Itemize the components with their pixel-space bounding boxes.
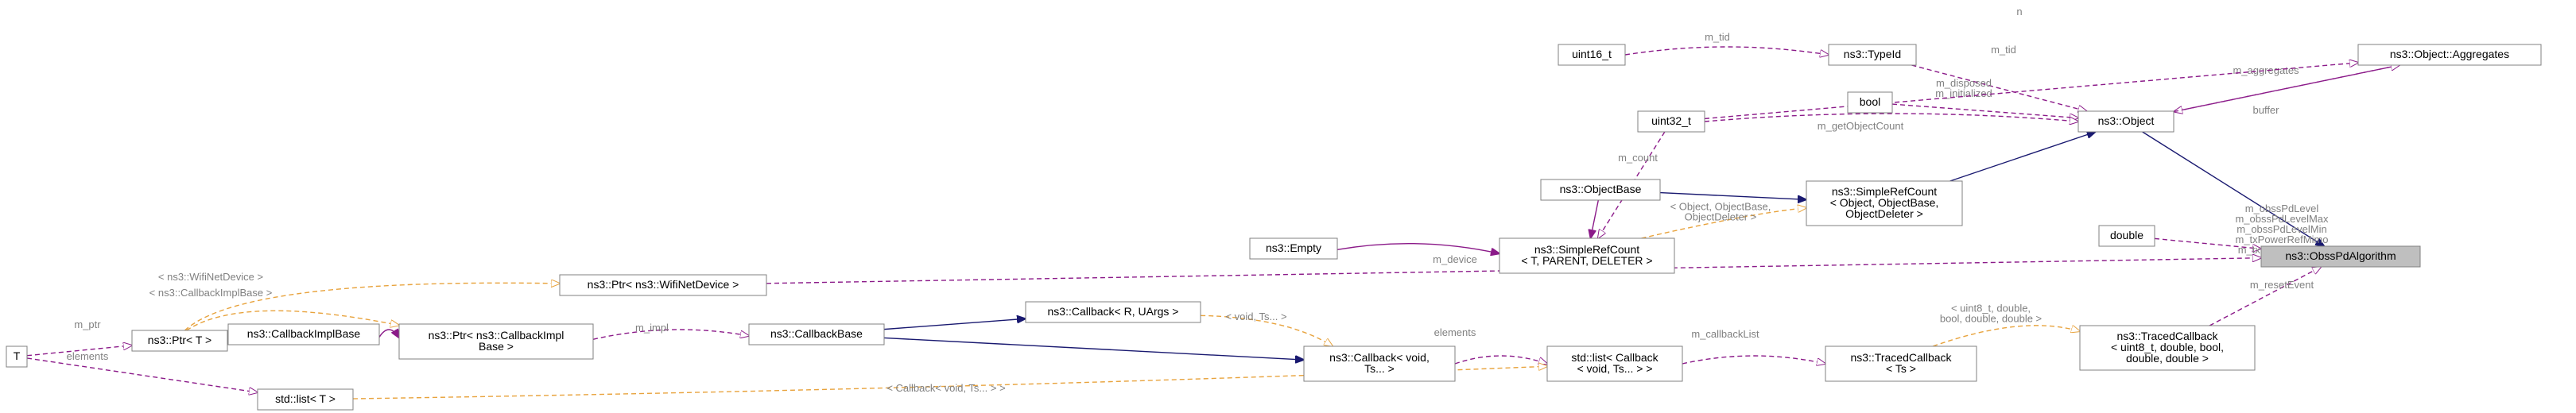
- nodes-layer: ns3::ObssPdAlgorithm ns3::Object::Aggrega…: [6, 44, 2541, 410]
- edge-ptr_cbimpl-cbbase: [593, 330, 749, 339]
- edge-src_t-object: [1950, 132, 2096, 181]
- node-list_cb[interactable]: std::list< Callback< void, Ts... > >: [1547, 346, 1682, 381]
- node-label-aggregates: ns3::Object::Aggregates: [2390, 48, 2509, 60]
- node-label-T: T: [14, 349, 21, 362]
- edge-label-tc_spec-obsspd: m_resetEvent: [2250, 279, 2314, 291]
- node-label-double: double: [2110, 229, 2143, 241]
- edge-label-T-ptrT: m_ptr: [74, 318, 101, 330]
- edge-uint16-typeid: [1625, 47, 1829, 55]
- edge-label-aggregates-object: m_aggregates: [2233, 64, 2299, 76]
- edge-label-bool-object: m_disposedm_initialized: [1935, 77, 1992, 99]
- edge-label-uint32-aggregates: n: [2016, 6, 2022, 17]
- node-ptr_cbimpl[interactable]: ns3::Ptr< ns3::CallbackImplBase >: [399, 324, 593, 359]
- node-src_t[interactable]: ns3::SimpleRefCount< Object, ObjectBase,…: [1806, 181, 1962, 226]
- edge-cbimplbase-ptr_cbimpl: [379, 330, 399, 338]
- class-diagram: m_aggregatesbuffer m_tid m_tid m_disposedm_…: [0, 0, 2576, 413]
- node-label-listT: std::list< T >: [275, 392, 336, 405]
- node-cbimplbase[interactable]: ns3::CallbackImplBase: [228, 324, 379, 345]
- node-cb_ru[interactable]: ns3::Callback< R, UArgs >: [1026, 302, 1201, 322]
- node-tc_spec[interactable]: ns3::TracedCallback< uint8_t, double, bo…: [2080, 326, 2255, 370]
- template-label-tmpl_voidts: < void, Ts... >: [1225, 311, 1286, 322]
- node-label-cbimplbase: ns3::CallbackImplBase: [247, 327, 361, 340]
- node-obsspd[interactable]: ns3::ObssPdAlgorithm: [2261, 246, 2420, 267]
- node-ptrT[interactable]: ns3::Ptr< T >: [132, 330, 227, 351]
- node-label-uint16: uint16_t: [1572, 48, 1612, 60]
- edge-label-ptr_cbimpl-cbbase: m_impl: [635, 322, 669, 334]
- node-cb_void[interactable]: ns3::Callback< void,Ts... >: [1304, 346, 1455, 381]
- edge-label-uint16-typeid: m_tid: [1705, 31, 1730, 43]
- edge-label-ptr_wifi-obsspd: m_device: [1433, 253, 1477, 265]
- edge-cbbase-cb_ru: [884, 318, 1026, 329]
- edge-empty-src_g: [1337, 244, 1499, 254]
- template-label-tmpl_u8: < uint8_t, double,bool, double, double >: [1940, 303, 2042, 325]
- node-double[interactable]: double: [2099, 226, 2155, 246]
- edge-label-uint32-src_g: m_count: [1618, 152, 1658, 164]
- node-label-src_g: ns3::SimpleRefCount< T, PARENT, DELETER …: [1521, 243, 1652, 267]
- node-label-typeid: ns3::TypeId: [1844, 48, 1901, 60]
- edge-cb_void-list_cb: [1455, 356, 1547, 364]
- node-listT[interactable]: std::list< T >: [258, 389, 353, 410]
- node-label-src_t: ns3::SimpleRefCount< Object, ObjectBase,…: [1830, 185, 1939, 220]
- node-uint16[interactable]: uint16_t: [1558, 44, 1625, 65]
- node-label-cb_ru: ns3::Callback< R, UArgs >: [1048, 305, 1179, 318]
- node-T[interactable]: T: [6, 346, 27, 367]
- node-label-cbbase: ns3::CallbackBase: [770, 327, 863, 340]
- node-label-tc_spec: ns3::TracedCallback< uint8_t, double, bo…: [2111, 330, 2224, 365]
- edge-objectbase-src_t: [1660, 193, 1806, 200]
- edge-T-listT: [27, 358, 258, 392]
- node-object[interactable]: ns3::Object: [2078, 111, 2174, 132]
- node-empty[interactable]: ns3::Empty: [1250, 238, 1337, 259]
- node-label-obsspd: ns3::ObssPdAlgorithm: [2285, 249, 2396, 262]
- node-label-empty: ns3::Empty: [1266, 241, 1321, 254]
- node-label-uint32: uint32_t: [1651, 114, 1691, 127]
- node-label-ptrT: ns3::Ptr< T >: [148, 334, 211, 346]
- template-label-tmpl_oob: < Object, ObjectBase,ObjectDeleter >: [1670, 201, 1771, 223]
- edge-label-list_cb-tc_ts: m_callbackList: [1691, 328, 1759, 340]
- edge-label-typeid-object: m_tid: [1991, 44, 2016, 56]
- edge-objectbase-src_g: [1591, 200, 1599, 238]
- node-typeid[interactable]: ns3::TypeId: [1829, 44, 1916, 65]
- edge-label-T-listT: elements: [67, 350, 109, 362]
- node-ptr_wifi[interactable]: ns3::Ptr< ns3::WifiNetDevice >: [560, 275, 766, 295]
- node-uint32[interactable]: uint32_t: [1638, 111, 1705, 132]
- edge-tc_ts-tc_spec: [1933, 326, 2080, 346]
- edges-layer: m_aggregatesbuffer m_tid m_tid m_disposedm_…: [27, 6, 2399, 399]
- template-label-tmpl_cbimpl: < ns3::CallbackImplBase >: [149, 287, 273, 299]
- edge-label-cb_void-list_cb: elements: [1434, 326, 1476, 338]
- node-label-ptr_wifi: ns3::Ptr< ns3::WifiNetDevice >: [588, 278, 739, 291]
- node-cbbase[interactable]: ns3::CallbackBase: [749, 324, 884, 345]
- edge-label-object-aggregates: buffer: [2252, 104, 2279, 116]
- template-label-tmpl_wifi: < ns3::WifiNetDevice >: [158, 271, 263, 283]
- node-label-bool: bool: [1860, 95, 1880, 108]
- template-labels: < ns3::CallbackImplBase > < ns3::WifiNetD…: [149, 201, 2042, 395]
- node-label-object: ns3::Object: [2098, 114, 2155, 127]
- edge-list_cb-tc_ts: [1682, 356, 1825, 364]
- node-label-objectbase: ns3::ObjectBase: [1560, 183, 1642, 195]
- node-objectbase[interactable]: ns3::ObjectBase: [1541, 179, 1660, 200]
- node-aggregates[interactable]: ns3::Object::Aggregates: [2358, 44, 2541, 65]
- edge-tc_spec-obsspd: [2209, 267, 2321, 326]
- template-label-tmpl_cbvoid: < Callback< void, Ts... > >: [886, 382, 1005, 394]
- node-src_g[interactable]: ns3::SimpleRefCount< T, PARENT, DELETER …: [1499, 238, 1674, 273]
- node-bool[interactable]: bool: [1848, 92, 1892, 113]
- edge-cbbase-cb_void: [884, 338, 1304, 360]
- node-label-list_cb: std::list< Callback< void, Ts... > >: [1571, 351, 1658, 375]
- node-tc_ts[interactable]: ns3::TracedCallback< Ts >: [1825, 346, 1977, 381]
- edge-label-uint32-object: m_getObjectCount: [1818, 120, 1904, 132]
